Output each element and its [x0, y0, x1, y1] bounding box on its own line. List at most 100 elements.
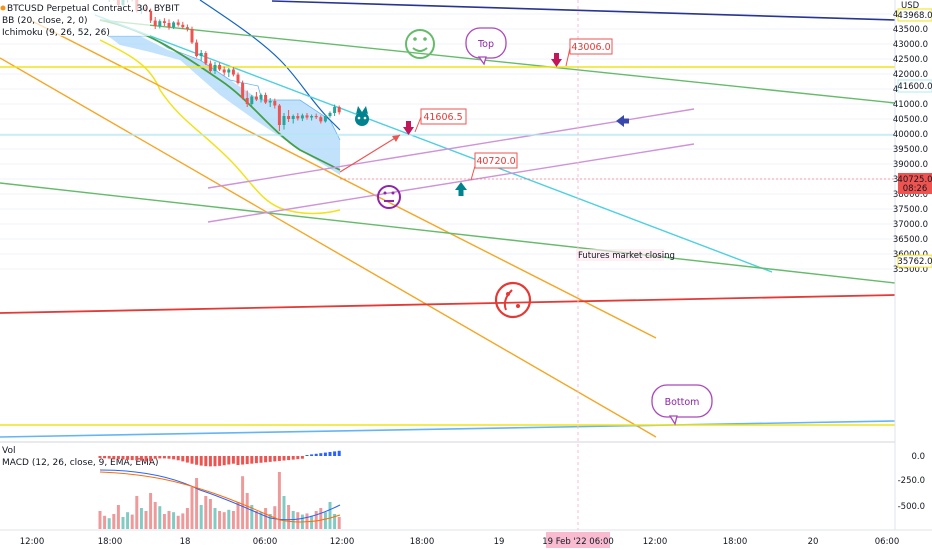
time-axis-ticks: 12:00 18:00 18 06:00 12:00 18:00 19 12:00 18:00 2… — [20, 537, 900, 547]
header-backdrop — [0, 0, 150, 36]
volume-bar — [213, 508, 217, 529]
current-price-tag: 40725.0 08:26 — [897, 173, 932, 194]
price-tick-label: 43000.0 — [893, 40, 928, 50]
macd-axis-ticks: 0.0 -250.0 -500.0 — [898, 452, 925, 512]
candle — [254, 92, 258, 101]
trendline-green-lower — [0, 182, 896, 284]
indicator-ichimoku-label[interactable]: Ichimoku (9, 26, 52, 26) — [2, 28, 110, 38]
volume-bar — [314, 511, 318, 529]
volume-bar — [107, 518, 111, 529]
candle — [181, 21, 185, 29]
volume-bar — [135, 496, 139, 529]
macd-hist-bar — [282, 456, 286, 461]
macd-tick-label: 0.0 — [911, 452, 925, 462]
volume-bar — [259, 512, 263, 529]
time-tick-label: 19 — [494, 537, 505, 547]
volume-bar — [296, 512, 300, 529]
level-tag — [897, 8, 932, 22]
macd-hist-bar — [319, 453, 323, 456]
macd-hist-bar — [291, 456, 295, 460]
candles-group — [108, 0, 341, 131]
candle-body — [213, 65, 217, 71]
volume-bar — [323, 512, 327, 529]
candle — [199, 50, 203, 61]
candle-body — [190, 29, 194, 43]
macd-hist-bar — [204, 456, 208, 467]
price-note-41606: 41606.5 — [414, 108, 467, 133]
candle — [314, 113, 318, 119]
candle — [333, 104, 337, 116]
candle — [259, 93, 263, 103]
macd-hist-bar — [259, 456, 263, 463]
volume-bar — [305, 513, 309, 529]
macd-line — [99, 469, 341, 521]
price-tick-label: 35500.0 — [893, 265, 928, 275]
macd-hist-bar — [245, 456, 249, 465]
volume-bar — [245, 493, 249, 529]
trendline-orange-inner — [29, 19, 657, 339]
arrow-up-icon — [455, 182, 467, 196]
candle — [305, 113, 309, 120]
symbol-title[interactable]: BTCUSD Perpetual Contract, 30, BYBIT — [7, 4, 180, 14]
volume-bar — [195, 478, 199, 529]
candle-body — [222, 69, 226, 73]
volume-bar — [199, 505, 203, 529]
volume-bar — [121, 517, 125, 529]
macd-hist-bar — [222, 456, 226, 466]
price-tick-label: 39000.0 — [893, 160, 928, 170]
volume-bar — [282, 496, 286, 529]
candle-body — [218, 65, 222, 70]
macd-hist-bar — [181, 456, 185, 462]
candle — [277, 104, 281, 131]
price-tick-label: 40000.0 — [893, 130, 928, 140]
trendline-green-upper — [99, 19, 896, 104]
macd-hist-bar — [103, 456, 107, 459]
indicator-bb-label[interactable]: BB (20, close, 2, 0) — [2, 16, 87, 26]
trendline-orange-outer — [0, 57, 657, 438]
candle-body — [167, 23, 171, 28]
volume-bar — [139, 508, 143, 529]
macd-hist-bar — [190, 456, 194, 464]
arrow-down-icon — [403, 121, 414, 135]
candle — [222, 66, 226, 76]
volume-bar — [144, 511, 148, 529]
bottom-callout: Bottom — [651, 384, 713, 426]
macd-hist-bar — [199, 456, 203, 466]
candle-body — [162, 21, 166, 23]
candle — [300, 113, 304, 122]
macd-hist-bar — [213, 456, 217, 467]
candle-body — [250, 96, 254, 104]
volume-bar — [103, 515, 107, 529]
macd-hist-bar — [162, 456, 166, 459]
candle — [264, 92, 268, 104]
candle-body — [273, 101, 277, 106]
price-tick-label: 38000.0 — [893, 190, 928, 200]
price-note-40720-label: 40720.0 — [476, 156, 515, 167]
trendline-cyan — [94, 14, 773, 273]
time-tick-label: 20 — [808, 537, 819, 547]
macd-label[interactable]: MACD (12, 26, close, 9, EMA, EMA) — [2, 458, 159, 468]
level-tag-label: 43968.0 — [897, 11, 932, 21]
candle-body — [259, 95, 263, 100]
candle — [231, 67, 235, 77]
neutral-face-icon — [377, 185, 401, 209]
volume-bar — [181, 513, 185, 529]
arrow-left-icon — [616, 115, 629, 127]
volume-label[interactable]: Vol — [2, 446, 15, 456]
macd-hist-bar — [172, 456, 176, 460]
candle — [167, 19, 171, 30]
macd-hist-bar — [112, 456, 116, 459]
candle-body — [204, 53, 208, 64]
channel-violet-upper — [207, 108, 695, 189]
macd-histogram — [98, 450, 341, 467]
macd-hist-bar — [218, 456, 222, 466]
price-note-43006: 43006.0 — [565, 38, 613, 67]
candle — [204, 51, 208, 65]
time-tick-label: 18 — [180, 537, 191, 547]
macd-hist-bar — [98, 456, 102, 458]
macd-hist-bar — [231, 456, 235, 464]
macd-hist-bar — [287, 456, 291, 461]
candle-body — [333, 107, 337, 113]
volume-bar — [98, 511, 102, 529]
